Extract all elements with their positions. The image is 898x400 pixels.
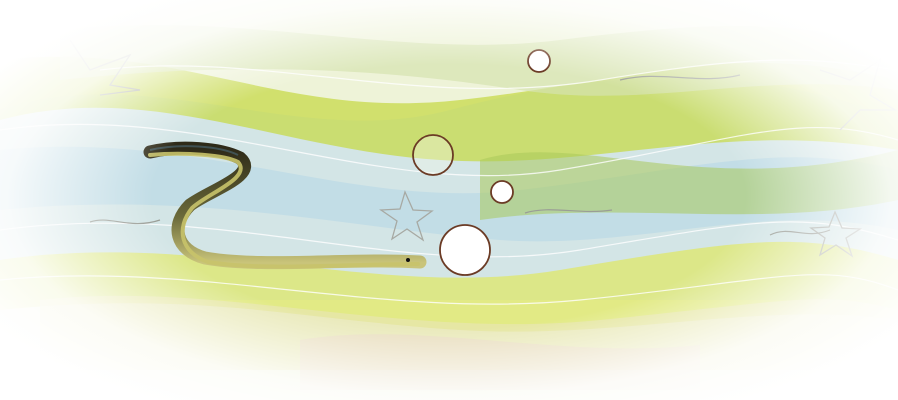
- edge-fade: [0, 0, 898, 400]
- illustration: [0, 0, 898, 400]
